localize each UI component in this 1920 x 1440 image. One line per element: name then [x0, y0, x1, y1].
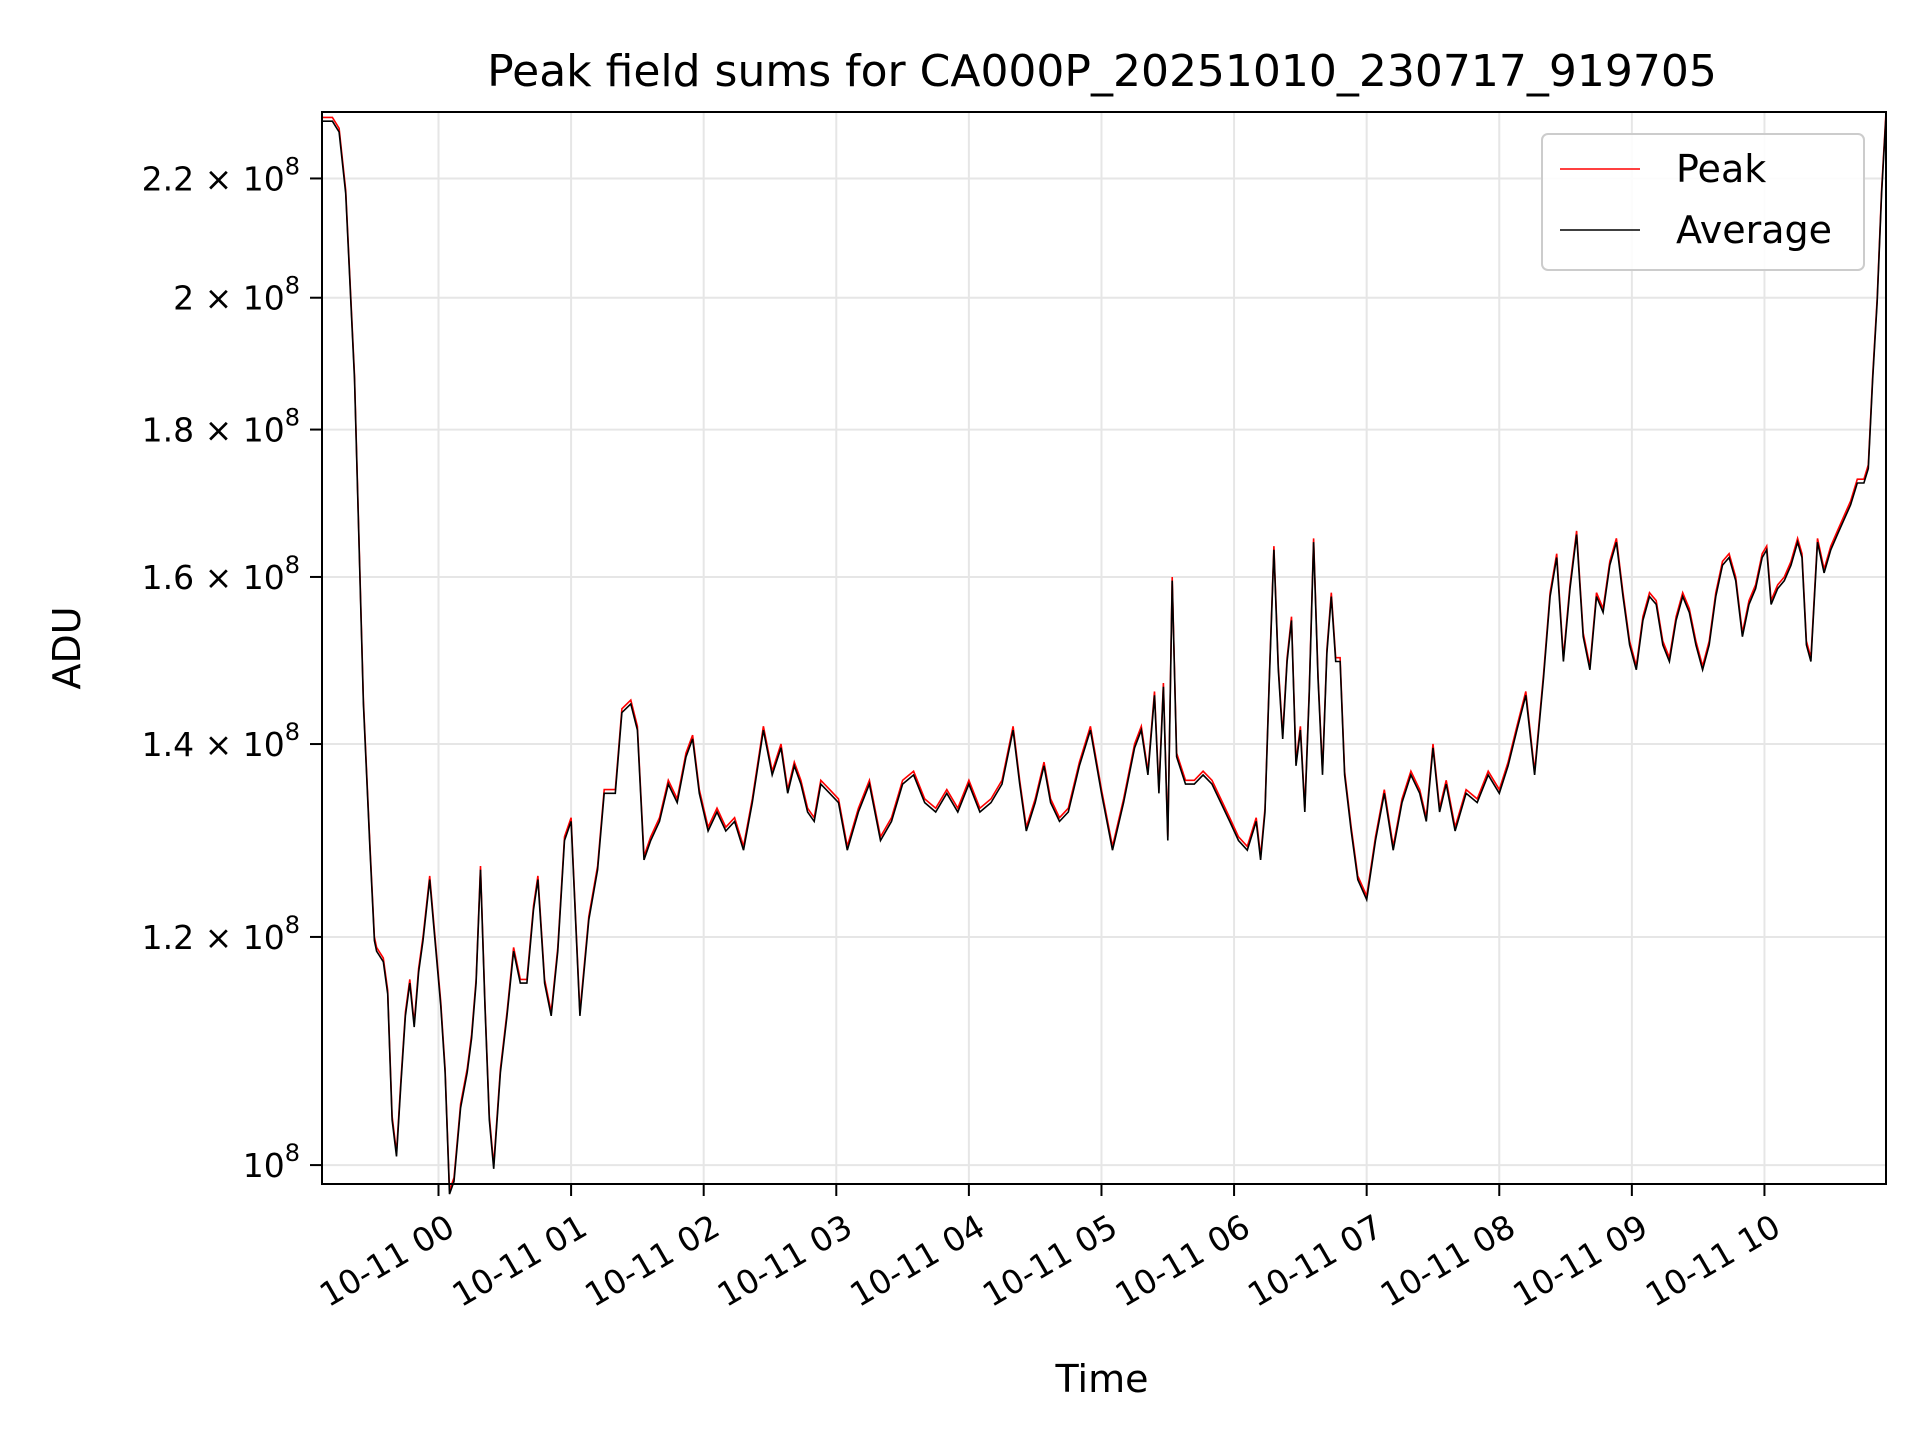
series-layer [321, 111, 1887, 1195]
y-tick-label: 2.2 × 108 [142, 152, 300, 198]
series-line-average [321, 115, 1887, 1195]
legend-label-peak: Peak [1676, 147, 1766, 191]
legend-label-average: Average [1676, 208, 1832, 252]
y-tick-label: 1.4 × 108 [142, 718, 300, 764]
plot-frame [321, 111, 1887, 1185]
y-tick-label: 1.6 × 108 [142, 551, 300, 597]
y-tick-label: 1.8 × 108 [142, 404, 300, 450]
x-axis-label: Time [1055, 1357, 1149, 1401]
legend-box [1541, 133, 1865, 271]
y-axis-label: ADU [45, 606, 89, 689]
y-tick-label: 1.2 × 108 [142, 911, 300, 957]
y-axis-ticks: 108 1.2 × 108 1.4 × 108 1.6 × 108 1.8 × 108 2… [142, 152, 322, 1185]
y-tick-label: 108 [243, 1139, 300, 1185]
chart-title: Peak field sums for CA000P_20251010_2307… [487, 46, 1717, 97]
legend: Peak Average [1541, 133, 1865, 271]
y-tick-label: 2 × 108 [173, 272, 300, 318]
